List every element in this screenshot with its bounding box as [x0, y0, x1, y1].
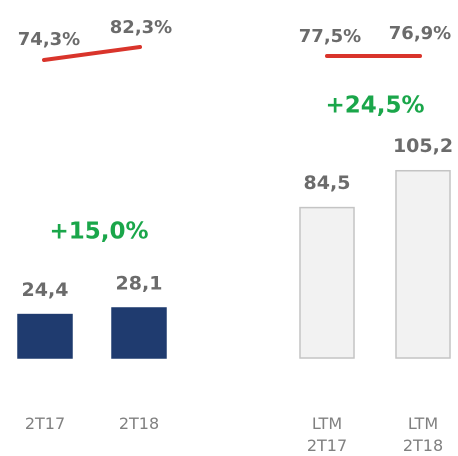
bar [17, 313, 73, 359]
underline [42, 45, 142, 62]
margin-label: 77,5% [299, 26, 361, 47]
margin-label: 74,3% [18, 29, 80, 50]
value-label: 28,1 [116, 272, 163, 294]
x-tick-label: LTM 2T17 [307, 414, 347, 455]
value-label: 24,4 [22, 279, 69, 301]
x-tick-label: LTM 2T18 [403, 414, 443, 455]
margin-label: 76,9% [389, 23, 451, 44]
bar [111, 307, 167, 359]
value-label: 105,2 [393, 135, 453, 157]
x-tick-label: 2T18 [119, 414, 159, 433]
bar [395, 169, 451, 359]
margin-label: 82,3% [110, 17, 172, 38]
value-label: 84,5 [304, 172, 351, 194]
growth-label: +24,5% [325, 93, 424, 119]
bar [299, 206, 355, 359]
x-tick-label: 2T17 [25, 414, 65, 433]
growth-label: +15,0% [49, 219, 148, 245]
